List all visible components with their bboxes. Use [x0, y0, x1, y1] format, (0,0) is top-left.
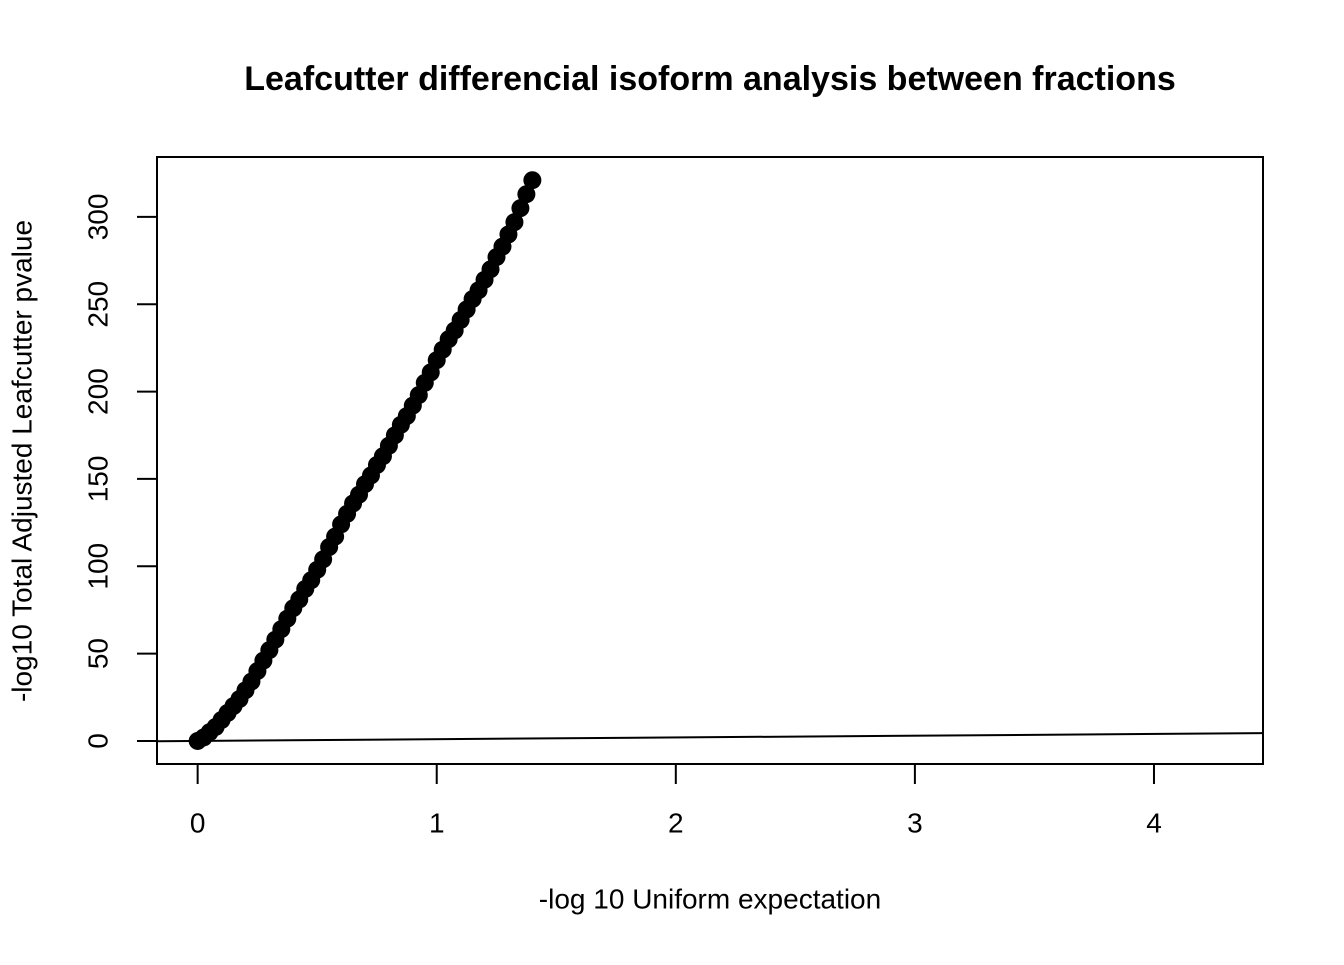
y-tick-label: 200 [82, 368, 113, 415]
chart-title: Leafcutter differencial isoform analysis… [244, 60, 1176, 98]
y-tick-label: 150 [82, 456, 113, 503]
y-tick-label: 0 [82, 733, 113, 749]
y-tick-label: 250 [82, 281, 113, 328]
reference-line [157, 732, 1263, 743]
x-tick-label: 4 [1146, 807, 1162, 838]
plot-frame [156, 156, 1264, 765]
point [523, 171, 542, 190]
x-tick-label: 1 [429, 807, 445, 838]
x-tick-label: 2 [668, 807, 684, 838]
points [188, 171, 542, 750]
x-tick-label: 3 [907, 807, 923, 838]
x-tick-label: 0 [190, 807, 206, 838]
y-tick-label: 300 [82, 194, 113, 241]
y-tick-label: 50 [82, 638, 113, 669]
y-axis-label: -log10 Total Adjusted Leafcutter pvalue [6, 220, 37, 702]
point [517, 185, 536, 204]
point [505, 213, 524, 232]
x-axis-label: -log 10 Uniform expectation [539, 883, 881, 914]
point [511, 199, 530, 218]
y-tick-label: 100 [82, 543, 113, 590]
